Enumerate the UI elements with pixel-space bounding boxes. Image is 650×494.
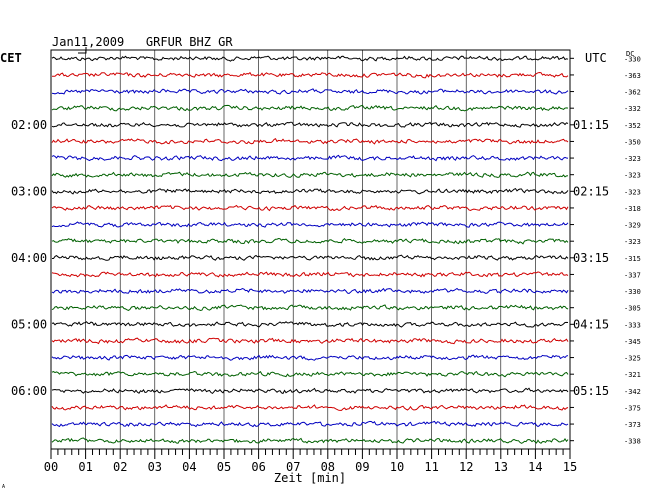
trace-line (51, 104, 569, 112)
x-tick-label: 12 (459, 460, 473, 474)
cet-hour-label: 05:00 (11, 317, 47, 331)
cet-hour-label: 06:00 (11, 384, 47, 398)
trace-line (52, 71, 569, 79)
utc-hour-label: 04:15 (573, 317, 609, 331)
x-tick-label: 01 (78, 460, 92, 474)
x-tick-label: 15 (563, 460, 577, 474)
dc-offset-label: -362 (624, 89, 641, 97)
utc-hour-label: 03:15 (573, 251, 609, 265)
cet-hour-label: 03:00 (11, 184, 47, 198)
trace-line (51, 88, 569, 95)
dc-offset-label: -318 (624, 205, 641, 213)
trace-line (51, 55, 569, 62)
utc-hour-label: 01:15 (573, 118, 609, 132)
dc-offset-label: -363 (624, 72, 641, 80)
dc-offset-label: -323 (624, 155, 641, 163)
trace-line (51, 271, 569, 278)
x-tick-label: 09 (355, 460, 369, 474)
dc-offset-label: -325 (624, 355, 641, 363)
trace-line (51, 387, 569, 395)
dc-offset-label: -330 (624, 288, 641, 296)
x-tick-label: 14 (528, 460, 542, 474)
right-zone-label: UTC (585, 51, 607, 65)
x-tick-label: 07 (286, 460, 300, 474)
dc-offset-label: -350 (624, 138, 641, 146)
x-tick-label: 06 (251, 460, 265, 474)
x-tick-label: 00 (44, 460, 58, 474)
footer-mark: A (2, 484, 5, 490)
trace-line (51, 337, 569, 345)
utc-hour-label: 02:15 (573, 184, 609, 198)
x-tick-label: 11 (424, 460, 438, 474)
trace-line (51, 354, 569, 361)
trace-line (51, 138, 569, 145)
trace-line (51, 121, 569, 128)
x-axis-label: Zeit [min] (274, 471, 346, 485)
trace-line (51, 404, 569, 411)
dc-offset-label: -315 (624, 255, 641, 263)
trace-line (51, 287, 569, 295)
x-tick-label: 03 (148, 460, 162, 474)
x-tick-label: 13 (494, 460, 508, 474)
trace-line (51, 154, 569, 162)
dc-offset-label: -332 (624, 105, 641, 113)
trace-line (51, 187, 569, 195)
dc-offset-label: -338 (624, 438, 641, 446)
trace-line (51, 221, 569, 228)
chart-title: Jan11,2009 GRFUR BHZ GR (52, 35, 233, 49)
trace-line (51, 171, 569, 178)
x-tick-label: 08 (321, 460, 335, 474)
dc-offset-label: -329 (624, 222, 641, 230)
trace-line (51, 370, 569, 378)
dc-offset-label: -321 (624, 371, 641, 379)
dc-offset-label: -337 (624, 271, 641, 279)
utc-hour-label: 05:15 (573, 384, 609, 398)
dc-offset-label: -323 (624, 188, 641, 196)
cet-hour-label: 04:00 (11, 251, 47, 265)
dc-offset-label: -375 (624, 404, 641, 412)
trace-line (52, 254, 569, 261)
x-tick-label: 10 (390, 460, 404, 474)
dc-offset-label: -323 (624, 238, 641, 246)
cet-hour-label: 02:00 (11, 118, 47, 132)
dc-offset-label: -352 (624, 122, 641, 130)
left-zone-label: CET (0, 51, 22, 65)
trace-line (51, 304, 569, 312)
dc-offset-label: -373 (624, 421, 641, 429)
trace-line (51, 237, 569, 245)
dc-offset-label: -330 (624, 55, 641, 63)
x-tick-label: 05 (217, 460, 231, 474)
dc-header: DC (626, 50, 634, 58)
dc-offset-label: -342 (624, 388, 641, 396)
dc-offset-label: -345 (624, 338, 641, 346)
trace-line (51, 321, 569, 328)
dc-offset-label: -323 (624, 172, 641, 180)
dc-offset-label: -333 (624, 321, 641, 329)
plot-frame (50, 49, 571, 450)
start-marker (78, 47, 87, 54)
trace-line (51, 420, 569, 428)
dc-offset-label: -305 (624, 305, 641, 313)
trace-line (51, 204, 569, 212)
trace-line (51, 437, 569, 444)
x-tick-label: 04 (182, 460, 196, 474)
x-tick-label: 02 (113, 460, 127, 474)
